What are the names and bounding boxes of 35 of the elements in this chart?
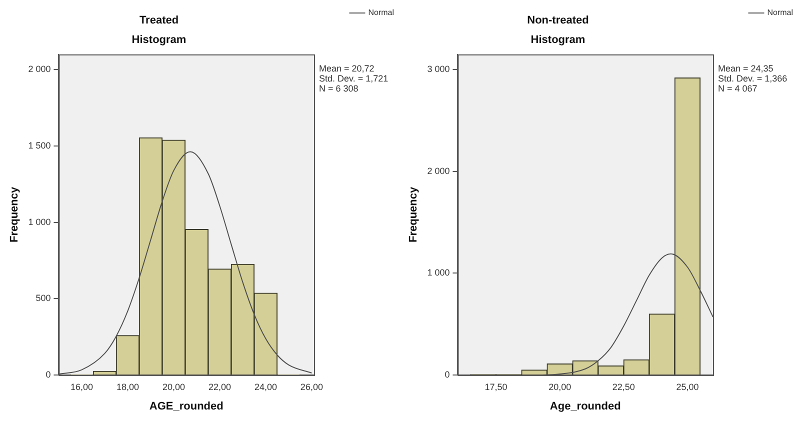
text: N = 6 308 — [319, 83, 358, 94]
y-tick-label: 2 000 — [427, 166, 450, 176]
chart-title: Non-treated — [527, 14, 589, 27]
text: Mean = 20,72 — [319, 63, 374, 74]
y-tick-label: 2 000 — [28, 64, 51, 74]
text: Mean = 24,35 — [718, 63, 774, 74]
x-tick-label: 20,00 — [548, 382, 572, 392]
x-tick-label: 20,00 — [162, 382, 185, 392]
chart-subtitle: Histogram — [530, 34, 586, 46]
x-tick-label: 22,00 — [208, 382, 231, 392]
y-tick-label: 1 500 — [28, 140, 51, 150]
text: Std. Dev. = 1,366 — [718, 73, 788, 84]
text: Std. Dev. = 1,721 — [319, 73, 388, 84]
chart-subtitle: Histogram — [132, 34, 186, 46]
x-tick-label: 18,00 — [116, 382, 139, 392]
x-tick-label: 16,00 — [70, 382, 93, 392]
x-tick-label: 26,00 — [300, 382, 323, 392]
y-tick-label: 1 000 — [427, 268, 450, 278]
chart-title: Treated — [139, 14, 179, 27]
legend-label: Normal — [368, 8, 394, 18]
x-axis-title: Age_rounded — [550, 400, 621, 412]
x-tick-label: 25,00 — [676, 382, 699, 392]
x-axis-title: AGE_rounded — [149, 400, 224, 412]
y-tick-label: 0 — [46, 369, 51, 380]
x-tick-label: 17,50 — [484, 382, 508, 392]
legend-label: Normal — [767, 8, 794, 18]
y-tick-label: 3 000 — [427, 64, 450, 74]
y-axis-title: Frequency — [8, 186, 21, 243]
y-tick-label: 500 — [36, 293, 51, 304]
y-axis-title: Frequency — [408, 186, 420, 243]
x-tick-label: 24,00 — [254, 382, 277, 392]
x-tick-label: 22,50 — [612, 382, 635, 392]
y-tick-label: 0 — [444, 369, 450, 380]
y-tick-label: 1 000 — [28, 216, 51, 227]
text: N = 4 067 — [718, 83, 758, 94]
